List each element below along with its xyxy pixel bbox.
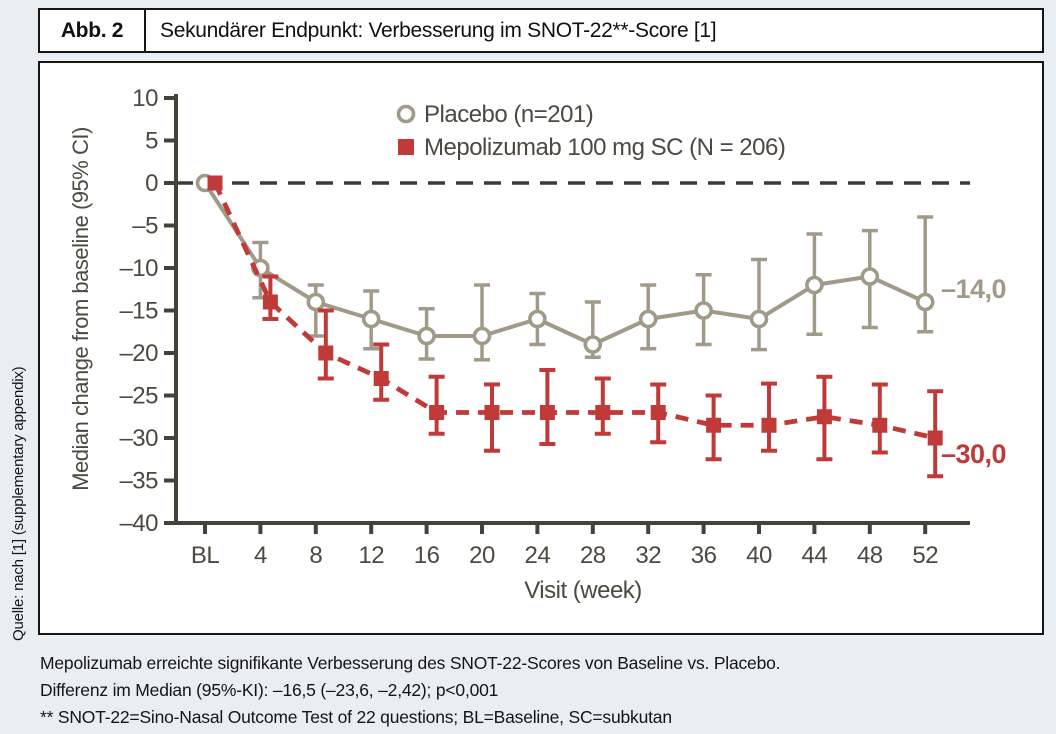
data-point-circle	[306, 292, 326, 312]
series-mepolizumab: –30,0	[207, 175, 1007, 479]
y-tick-label: –5	[132, 213, 158, 240]
data-point-square	[318, 345, 334, 361]
data-point-square	[429, 405, 445, 420]
caption-line-2: Differenz im Median (95%-KI): –16,5 (–23…	[40, 680, 499, 700]
y-tick-label: 10	[132, 85, 158, 112]
data-point-square	[706, 417, 722, 433]
x-tick-label: 4	[254, 542, 267, 569]
data-point-circle	[361, 309, 381, 329]
x-axis-title: Visit (week)	[524, 577, 642, 604]
y-tick-label: 5	[145, 128, 158, 155]
data-point-square	[927, 430, 943, 446]
y-tick-label: –25	[119, 383, 158, 410]
data-point-square	[872, 417, 888, 433]
data-point-circle	[528, 309, 547, 329]
data-point-circle	[805, 275, 824, 295]
x-tick-label: 52	[912, 542, 938, 569]
x-tick-label: 24	[525, 542, 551, 569]
data-point-square	[816, 409, 832, 425]
data-point-square	[484, 405, 500, 420]
x-tick-label: 16	[414, 542, 440, 569]
x-tick-label: 40	[746, 542, 772, 569]
data-point-square	[595, 405, 611, 420]
legend-placebo-label: Placebo (n=201)	[424, 101, 593, 128]
data-point-square	[262, 294, 278, 310]
data-point-circle	[860, 267, 880, 286]
y-tick-label: –15	[119, 298, 158, 325]
data-point-square	[650, 405, 666, 420]
data-point-square	[539, 405, 555, 420]
x-tick-label: 48	[857, 542, 883, 569]
data-point-circle	[583, 335, 603, 354]
legend-mepolizumab-marker	[398, 139, 414, 155]
legend-mepolizumab-label: Mepolizumab 100 mg SC (N = 206)	[424, 134, 785, 161]
source-note: Quelle: nach [1] (supplementary appendix…	[10, 366, 27, 641]
figure-caption: Mepolizumab erreichte signifikante Verbe…	[40, 650, 1040, 731]
y-tick-label: –40	[119, 510, 158, 537]
data-point-circle	[417, 326, 436, 346]
x-tick-label: 28	[580, 542, 606, 569]
data-point-circle	[472, 326, 492, 346]
y-tick-label: –35	[119, 468, 158, 495]
data-point-circle	[749, 309, 769, 329]
figure-title: Sekundärer Endpunkt: Verbesserung im SNO…	[160, 18, 717, 42]
data-point-circle	[694, 301, 713, 320]
x-tick-label: BL	[191, 542, 220, 569]
x-tick-label: 36	[691, 542, 717, 569]
data-point-circle	[915, 292, 935, 312]
end-label-mepolizumab: –30,0	[941, 439, 1006, 469]
chart-panel: 10 5 0 –5 –10 –15 –20 –25 –30 –35 –40 BL 4 8 12 16 20 24 2…	[38, 61, 1044, 635]
x-tick-label: 12	[358, 542, 384, 569]
figure-header: Abb. 2 Sekundärer Endpunkt: Verbesserung…	[38, 8, 1044, 53]
data-point-square	[761, 417, 777, 433]
data-point-square	[373, 371, 389, 386]
figure-number-label: Abb. 2	[40, 10, 146, 51]
data-point-square	[207, 175, 223, 191]
data-point-circle	[638, 309, 658, 329]
y-tick-label: –30	[119, 425, 158, 452]
legend-placebo-marker	[396, 104, 416, 124]
x-tick-label: 8	[309, 542, 322, 569]
y-tick-label: –20	[119, 340, 158, 367]
y-axis-title: Median change from baseline (95% CI)	[68, 127, 93, 491]
x-tick-label: 44	[802, 542, 828, 569]
end-label-placebo: –14,0	[941, 274, 1006, 304]
y-tick-label: –10	[119, 255, 158, 282]
x-tick-label: 32	[635, 542, 661, 569]
y-tick-label: 0	[145, 170, 158, 197]
series-placebo: –14,0	[195, 173, 1007, 362]
x-tick-label: 20	[469, 542, 495, 569]
caption-line-1: Mepolizumab erreichte signifikante Verbe…	[40, 653, 781, 673]
caption-line-3: ** SNOT-22=Sino-Nasal Outcome Test of 22…	[40, 707, 672, 727]
legend: Placebo (n=201) Mepolizumab 100 mg SC (N …	[396, 101, 786, 161]
